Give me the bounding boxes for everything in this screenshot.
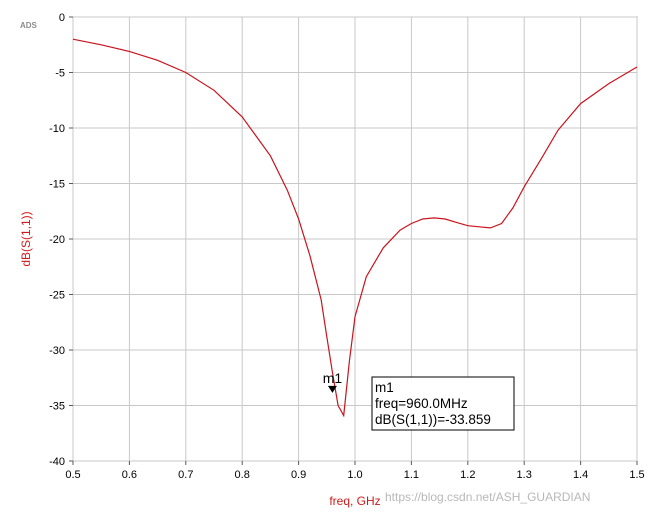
readout-name: m1 — [375, 380, 394, 395]
y-tick-label: -15 — [49, 179, 65, 191]
marker-label: m1 — [323, 370, 343, 386]
x-tick-label: 1.1 — [404, 469, 419, 481]
x-tick-label: 0.6 — [122, 469, 137, 481]
s11-series-line — [72, 38, 638, 418]
y-tick-label: -5 — [55, 68, 65, 80]
ads-logo: ADS — [20, 21, 38, 30]
x-axis-ticks: 0.5 0.6 0.7 0.8 0.9 1.0 1.1 1.2 1.3 1.4 1.5 — [65, 461, 645, 481]
y-tick-label: -30 — [49, 345, 65, 357]
marker-readout-box: m1 freq=960.0MHz dB(S(1,1))=-33.859 — [371, 376, 515, 431]
x-tick-label: 0.9 — [291, 469, 306, 481]
x-tick-label: 1.3 — [517, 469, 532, 481]
x-tick-label: 1.4 — [573, 469, 588, 481]
x-axis-label: freq, GHz — [329, 494, 380, 508]
y-tick-label: -10 — [49, 123, 65, 135]
x-tick-label: 0.5 — [65, 469, 80, 481]
marker-m1[interactable]: m1 — [323, 370, 343, 393]
y-tick-label: 0 — [59, 12, 65, 24]
x-tick-label: 0.7 — [178, 469, 193, 481]
x-tick-label: 1.2 — [460, 469, 475, 481]
watermark: https://blog.csdn.net/ASH_GUARDIAN — [385, 490, 590, 504]
y-axis-ticks: 0 -5 -10 -15 -20 -25 -30 -35 -40 — [49, 12, 73, 468]
x-tick-label: 1.0 — [347, 469, 362, 481]
y-tick-label: -35 — [49, 401, 65, 413]
y-axis-label: dB(S(1,1)) — [19, 211, 33, 266]
y-tick-label: -40 — [49, 456, 65, 468]
y-tick-label: -25 — [49, 290, 65, 302]
x-tick-label: 1.5 — [629, 469, 644, 481]
marker-triangle-icon — [327, 385, 337, 393]
y-tick-label: -20 — [49, 234, 65, 246]
x-tick-label: 0.8 — [235, 469, 250, 481]
readout-freq: freq=960.0MHz — [375, 396, 468, 411]
readout-value: dB(S(1,1))=-33.859 — [375, 412, 491, 427]
